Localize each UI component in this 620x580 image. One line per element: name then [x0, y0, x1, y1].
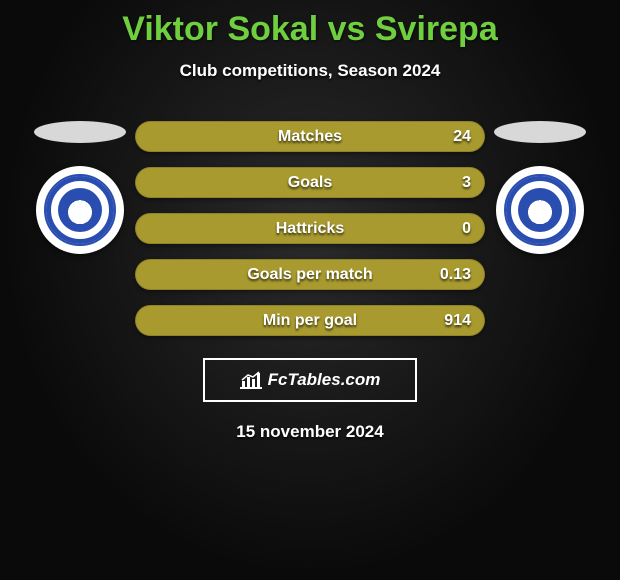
stat-row-matches: Matches 24 [135, 121, 485, 152]
stat-label: Min per goal [263, 312, 357, 330]
stat-row-min-per-goal: Min per goal 914 [135, 305, 485, 336]
stat-label: Matches [278, 128, 342, 146]
club-crest-right [504, 174, 576, 246]
club-badge-left [36, 166, 124, 254]
stat-right-value: 914 [444, 312, 471, 330]
stat-right-value: 0 [462, 220, 471, 238]
chart-icon [240, 371, 262, 389]
stat-right-value: 3 [462, 174, 471, 192]
stat-right-value: 0.13 [440, 266, 471, 284]
stat-label: Hattricks [276, 220, 344, 238]
player-right-column [485, 121, 595, 254]
stat-label: Goals per match [247, 266, 372, 284]
date-text: 15 november 2024 [0, 422, 620, 442]
club-badge-right [496, 166, 584, 254]
stat-label: Goals [288, 174, 332, 192]
stat-right-value: 24 [453, 128, 471, 146]
branding-text: FcTables.com [268, 370, 381, 390]
club-crest-left [44, 174, 116, 246]
subtitle: Club competitions, Season 2024 [0, 61, 620, 81]
stat-bars: Matches 24 Goals 3 Hattricks 0 Goals per… [135, 121, 485, 336]
comparison-panel: Matches 24 Goals 3 Hattricks 0 Goals per… [0, 121, 620, 336]
player-left-column [25, 121, 135, 254]
stat-row-hattricks: Hattricks 0 [135, 213, 485, 244]
branding-box: FcTables.com [203, 358, 417, 402]
page-title: Viktor Sokal vs Svirepa [0, 0, 620, 49]
stat-row-goals: Goals 3 [135, 167, 485, 198]
player-right-photo-placeholder [494, 121, 586, 143]
stat-row-goals-per-match: Goals per match 0.13 [135, 259, 485, 290]
player-left-photo-placeholder [34, 121, 126, 143]
